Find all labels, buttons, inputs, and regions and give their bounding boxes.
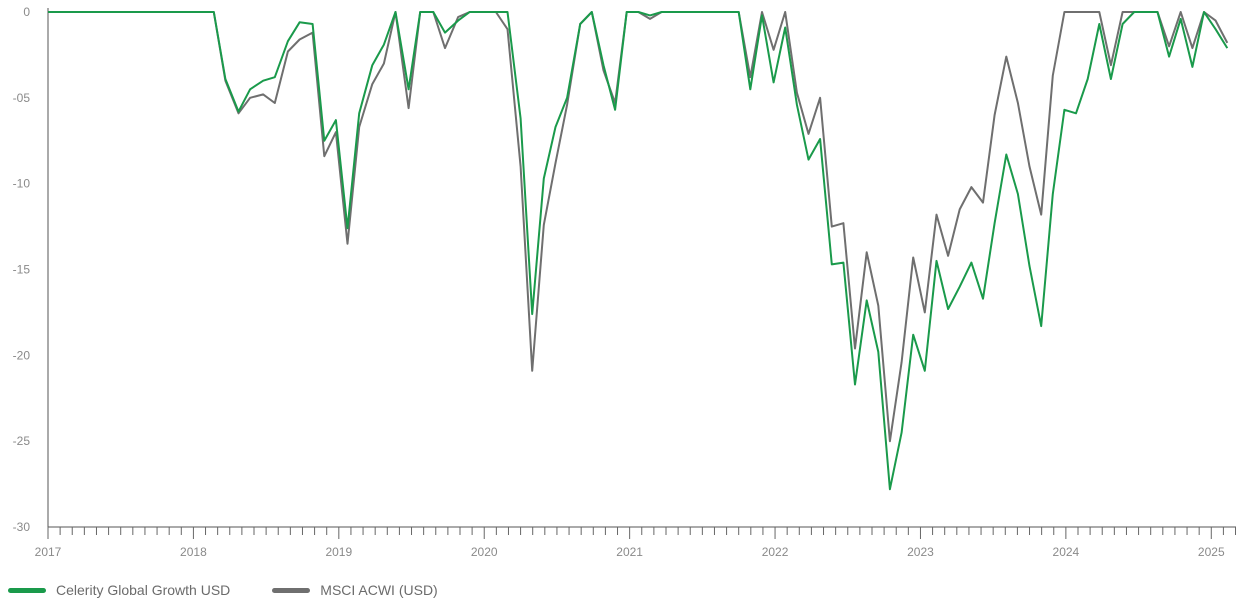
x-tick-label: 2018	[180, 545, 207, 559]
legend-item-celerity: Celerity Global Growth USD	[8, 582, 230, 598]
legend-swatch-celerity	[8, 587, 46, 593]
y-tick-label: -10	[13, 177, 31, 191]
legend-label-msci: MSCI ACWI (USD)	[320, 582, 438, 598]
x-axis-labels: 2017 2018 2019 2020 2021 2022 2023 2024 2025	[35, 545, 1225, 559]
y-tick-label: -20	[13, 348, 31, 362]
series-line-celerity	[48, 11, 1229, 491]
chart-axes	[47, 8, 1236, 528]
y-tick-label: -15	[13, 263, 31, 277]
x-tick-label: 2019	[325, 545, 352, 559]
y-axis-labels: 0 -05 -10 -15 -20 -25 -30	[13, 5, 31, 534]
legend-swatch-msci	[272, 587, 311, 593]
x-tick-label: 2022	[762, 545, 789, 559]
x-tick-label: 2025	[1198, 545, 1225, 559]
legend-label-celerity: Celerity Global Growth USD	[56, 582, 231, 598]
x-tick-label: 2021	[616, 545, 643, 559]
x-axis-ticks	[47, 527, 1236, 539]
drawdown-chart: 0 -05 -10 -15 -20 -25 -30 2017 2018 2019 2020 2021…	[13, 5, 1236, 559]
y-tick-label: -05	[13, 91, 31, 105]
chart-legend: Celerity Global Growth USD MSCI ACWI (US…	[8, 580, 480, 600]
y-tick-label: -25	[13, 434, 31, 448]
x-tick-label: 2017	[35, 545, 62, 559]
x-tick-label: 2023	[907, 545, 934, 559]
x-tick-label: 2020	[471, 545, 498, 559]
series-lines	[48, 11, 1229, 491]
x-tick-label: 2024	[1053, 545, 1080, 559]
legend-item-msci: MSCI ACWI (USD)	[272, 582, 438, 598]
y-tick-label: 0	[23, 5, 30, 19]
y-tick-label: -30	[13, 520, 31, 534]
